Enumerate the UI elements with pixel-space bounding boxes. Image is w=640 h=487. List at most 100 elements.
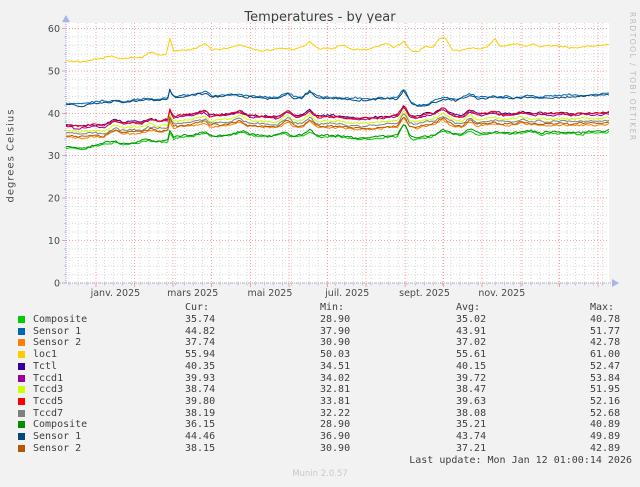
tick-labels: 0 10 20 30 40 50 60 janv. 2025 mars 2025 mai 2025… (48, 24, 525, 299)
legend-swatch-icon (18, 316, 25, 323)
legend-avg-value: 35.02 (456, 314, 487, 325)
legend-swatch-icon (18, 339, 25, 347)
legend-avg-value: 40.15 (456, 360, 487, 372)
legend-swatch-icon (18, 362, 25, 370)
plot-background (66, 23, 609, 283)
legend-swatch-icon (18, 421, 25, 429)
legend-series-name: Tccd5 (33, 395, 64, 407)
y-tick-label: 30 (48, 151, 60, 162)
munin-version-text: Munin 2.0.57 (292, 469, 348, 479)
legend-min-value: 37.90 (320, 325, 351, 337)
legend-cur-value: 38.19 (185, 407, 216, 419)
series-line-sensor-1 (66, 88, 609, 108)
legend-series-name: Tccd3 (33, 384, 64, 396)
legend-max-value: 53.84 (590, 372, 621, 384)
x-tick-label: nov. 2025 (478, 288, 525, 299)
legend-cur-value: 44.46 (185, 431, 216, 442)
legend-cur-value: 38.74 (185, 384, 216, 396)
legend-swatch-icon (18, 327, 25, 335)
legend-avg-value: 37.02 (456, 337, 487, 349)
x-tick-label: sept. 2025 (399, 288, 450, 299)
series-line-tccd5 (66, 106, 609, 128)
legend-swatch-icon (18, 433, 25, 440)
legend-max-value: 51.95 (590, 384, 621, 396)
legend-max-value: 40.78 (590, 314, 621, 325)
legend-series-name: Sensor 1 (33, 431, 82, 442)
legend-min-value: 33.81 (320, 395, 351, 407)
y-tick-label: 40 (48, 109, 60, 120)
legend-series-name: Sensor 2 (33, 442, 82, 454)
legend-max-value: 61.00 (590, 349, 621, 361)
legend-series-name: Tctl (33, 360, 58, 372)
series-line-composite (66, 124, 609, 149)
legend-swatch-icon (18, 351, 25, 359)
legend-min-value: 50.03 (320, 349, 351, 361)
rrdtool-watermark: RRDTOOL / TOBI OETIKER (628, 12, 637, 142)
last-update-text: Last update: Mon Jan 12 01:00:14 2026 (409, 455, 632, 466)
legend-swatch-icon (18, 397, 25, 405)
legend-min-value: 34.51 (320, 360, 351, 372)
legend-header: Cur: (185, 302, 210, 313)
legend-cur-value: 36.15 (185, 419, 216, 431)
legend-avg-value: 55.61 (456, 349, 487, 361)
series-line-tccd7 (66, 113, 609, 135)
legend-swatch-icon (18, 444, 25, 452)
legend-series-name: Sensor 1 (33, 325, 82, 337)
legend-min-value: 30.90 (320, 337, 351, 349)
legend-cur-value: 38.15 (185, 442, 216, 454)
legend-avg-value: 43.91 (456, 325, 487, 337)
x-tick-label: juil. 2025 (324, 288, 369, 299)
legend-avg-value: 39.72 (456, 372, 487, 384)
legend-series-name: Composite (33, 419, 88, 431)
y-tick-label: 50 (48, 66, 60, 77)
plot-area: 0 10 20 30 40 50 60 janv. 2025 mars 2025 mai 2025… (48, 15, 619, 299)
legend-min-value: 30.90 (320, 442, 351, 454)
legend-max-value: 40.89 (590, 419, 621, 431)
series-lines (66, 37, 609, 151)
series-line-sensor-2 (66, 117, 609, 138)
legend-header: Max: (590, 302, 615, 313)
legend-header: Min: (320, 302, 345, 313)
x-tick-label: janv. 2025 (90, 288, 141, 299)
legend-cur-value: 55.94 (185, 349, 216, 361)
legend-series-name: Sensor 2 (33, 337, 82, 349)
y-tick-label: 60 (48, 24, 60, 35)
legend-series-name: Tccd7 (33, 407, 64, 419)
series-line-loc1 (66, 37, 609, 63)
x-tick-label: mai 2025 (247, 288, 292, 299)
legend-max-value: 42.89 (590, 442, 621, 454)
legend-avg-value: 38.08 (456, 407, 487, 419)
legend-min-value: 32.22 (320, 407, 351, 419)
legend-header: Avg: (456, 302, 481, 313)
legend-avg-value: 38.47 (456, 384, 487, 396)
legend-cur-value: 39.93 (185, 372, 216, 384)
legend-max-value: 52.68 (590, 407, 621, 419)
legend-avg-value: 43.74 (456, 431, 487, 442)
legend-swatch-icon (18, 409, 25, 417)
temperature-line-chart: 0 10 20 30 40 50 60 janv. 2025 mars 2025 mai 2025… (48, 15, 619, 299)
y-tick-label: 10 (48, 236, 60, 247)
legend-cur-value: 35.74 (185, 314, 216, 325)
series-line-sensor-1 (66, 89, 609, 107)
y-axis-arrow-icon (62, 15, 70, 22)
legend-series-name: Composite (33, 314, 88, 325)
axes (60, 21, 612, 284)
legend-min-value: 32.81 (320, 384, 351, 396)
series-line-sensor-2 (66, 116, 609, 140)
legend-swatch-icon (18, 374, 25, 382)
legend-min-value: 28.90 (320, 314, 351, 325)
chart-title: Temperatures - by year (244, 10, 396, 25)
y-tick-label: 20 (48, 194, 60, 205)
legend-swatch-icon (18, 386, 25, 394)
axis-ticks (62, 27, 603, 287)
legend-avg-value: 37.21 (456, 442, 487, 454)
series-line-tccd3 (66, 110, 609, 134)
minor-gridlines (66, 23, 609, 283)
legend-avg-value: 35.21 (456, 419, 487, 431)
legend-cur-value: 39.80 (185, 395, 216, 407)
legend-avg-value: 39.63 (456, 395, 487, 407)
legend-min-value: 34.02 (320, 372, 351, 384)
legend-series-name: Tccd1 (33, 372, 64, 384)
legend-max-value: 49.89 (590, 431, 621, 442)
